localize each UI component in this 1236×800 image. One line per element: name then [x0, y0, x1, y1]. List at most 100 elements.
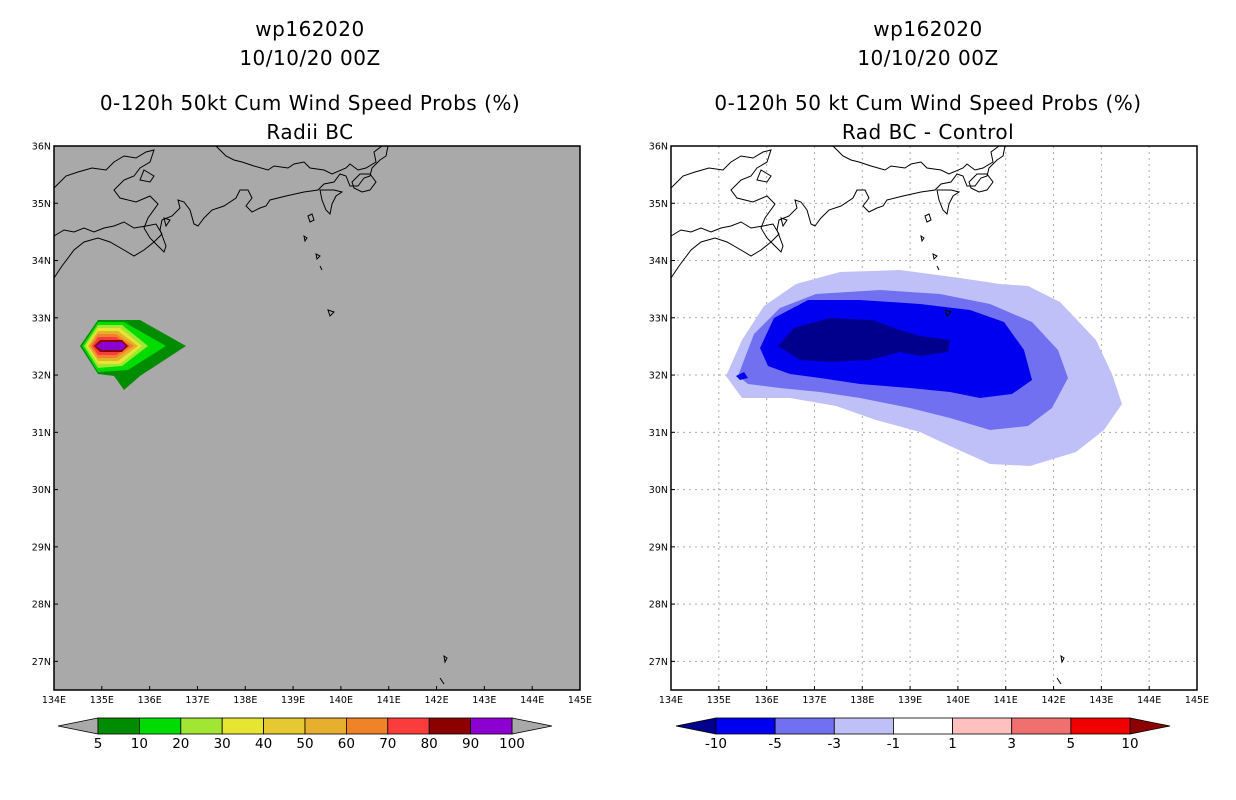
- colorbar-left-arrow: [675, 717, 717, 735]
- left-storm-id: wp162020: [255, 17, 365, 41]
- x-tick-label: 145E: [1185, 695, 1209, 706]
- left-axes: 134E 135E 136E 137E 138E 139E 140E 141E 142E 143E…: [32, 142, 592, 707]
- colorbar-swatch: [345, 717, 389, 735]
- colorbar-swatch: [952, 717, 1013, 735]
- x-tick-label: 135E: [90, 695, 114, 706]
- y-tick-label: 31N: [649, 428, 668, 439]
- x-tick-label: 139E: [281, 695, 305, 706]
- colorbar-label: 30: [214, 736, 231, 752]
- x-tick-label: 134E: [42, 695, 66, 706]
- x-tick-label: 140E: [329, 695, 353, 706]
- contour-minus-10: [778, 318, 950, 362]
- colorbar-swatch: [180, 717, 223, 735]
- x-tick-label: 142E: [424, 695, 448, 706]
- colorbar-right-arrow: [511, 717, 553, 735]
- right-difference-contours: [726, 270, 1122, 466]
- colorbar-left-arrow: [57, 717, 99, 735]
- left-probability-contours: [80, 320, 186, 390]
- left-datetime: 10/10/20 00Z: [239, 46, 381, 70]
- right-colorbar: -10 -5 -3 -1 1 3 5 10: [675, 717, 1171, 752]
- x-tick-label: 143E: [472, 695, 496, 706]
- left-colorbar: 5 10 20 30 40 50 60 70 80 90 100: [57, 717, 553, 752]
- x-tick-label: 145E: [568, 695, 592, 706]
- y-tick-label: 29N: [32, 542, 51, 553]
- y-tick-label: 34N: [32, 256, 51, 267]
- y-tick-label: 32N: [649, 371, 668, 382]
- y-tick-label: 35N: [649, 199, 668, 210]
- colorbar-swatch: [387, 717, 430, 735]
- colorbar-swatch: [833, 717, 894, 735]
- x-tick-label: 140E: [946, 695, 970, 706]
- colorbar-swatch: [774, 717, 835, 735]
- y-tick-label: 27N: [649, 657, 668, 668]
- y-tick-label: 31N: [32, 428, 51, 439]
- colorbar-label: 80: [421, 736, 438, 752]
- colorbar-label: 10: [131, 736, 148, 752]
- colorbar-label: 3: [1007, 736, 1016, 752]
- colorbar-swatch: [304, 717, 347, 735]
- colorbar-swatch: [1011, 717, 1072, 735]
- right-storm-id: wp162020: [873, 17, 983, 41]
- colorbar-label: 60: [338, 736, 355, 752]
- y-tick-label: 36N: [649, 142, 668, 153]
- right-datetime: 10/10/20 00Z: [857, 46, 999, 70]
- y-tick-label: 33N: [649, 313, 668, 324]
- y-tick-label: 33N: [32, 313, 51, 324]
- right-subtitle: Rad BC - Control: [841, 120, 1015, 144]
- colorbar-label: -1: [887, 736, 900, 752]
- colorbar-swatch: [428, 717, 472, 735]
- x-tick-label: 136E: [138, 695, 162, 706]
- x-tick-label: 144E: [520, 695, 544, 706]
- colorbar-swatch: [1070, 717, 1131, 735]
- x-tick-label: 143E: [1089, 695, 1113, 706]
- right-title: 0-120h 50 kt Cum Wind Speed Probs (%): [714, 91, 1142, 115]
- colorbar-swatch: [893, 717, 953, 735]
- left-map-background: [54, 146, 580, 690]
- y-tick-label: 32N: [32, 371, 51, 382]
- colorbar-label: 70: [379, 736, 396, 752]
- left-map: [53, 145, 581, 691]
- colorbar-label: 90: [462, 736, 479, 752]
- colorbar-label: -3: [828, 736, 841, 752]
- colorbar-swatch: [221, 717, 264, 735]
- colorbar-swatch: [715, 717, 776, 735]
- colorbar-label: 20: [172, 736, 189, 752]
- right-map: [670, 145, 1198, 691]
- x-tick-label: 142E: [1041, 695, 1065, 706]
- left-map-frame: [53, 145, 581, 691]
- colorbar-label: 100: [499, 736, 525, 752]
- colorbar-label: 5: [1067, 736, 1076, 752]
- x-tick-label: 137E: [185, 695, 209, 706]
- y-tick-label: 36N: [32, 142, 51, 153]
- contour-minus-5-spot: [736, 372, 748, 380]
- colorbar-label: 1: [948, 736, 957, 752]
- right-map-frame: [670, 145, 1198, 691]
- x-tick-label: 141E: [377, 695, 401, 706]
- y-tick-label: 34N: [649, 256, 668, 267]
- y-tick-label: 30N: [32, 485, 51, 496]
- x-tick-label: 144E: [1137, 695, 1161, 706]
- x-tick-label: 137E: [802, 695, 826, 706]
- x-tick-label: 134E: [659, 695, 683, 706]
- colorbar-swatch: [470, 717, 513, 735]
- left-title: 0-120h 50kt Cum Wind Speed Probs (%): [99, 91, 521, 115]
- colorbar-swatch: [263, 717, 306, 735]
- x-tick-label: 141E: [994, 695, 1018, 706]
- y-tick-label: 35N: [32, 199, 51, 210]
- x-tick-label: 135E: [707, 695, 731, 706]
- left-subtitle: Radii BC: [266, 120, 354, 144]
- colorbar-label: 40: [255, 736, 272, 752]
- contour-90: [96, 342, 126, 350]
- x-tick-label: 139E: [898, 695, 922, 706]
- colorbar-label: -10: [705, 736, 727, 752]
- right-axes: 134E 135E 136E 137E 138E 139E 140E 141E 142E 143E…: [649, 142, 1209, 707]
- colorbar-label: -5: [768, 736, 781, 752]
- colorbar-label: 5: [94, 736, 103, 752]
- colorbar-swatch: [97, 717, 140, 735]
- y-tick-label: 28N: [32, 600, 51, 611]
- y-tick-label: 29N: [649, 542, 668, 553]
- colorbar-right-arrow: [1129, 717, 1171, 735]
- y-tick-label: 28N: [649, 600, 668, 611]
- y-tick-label: 27N: [32, 657, 51, 668]
